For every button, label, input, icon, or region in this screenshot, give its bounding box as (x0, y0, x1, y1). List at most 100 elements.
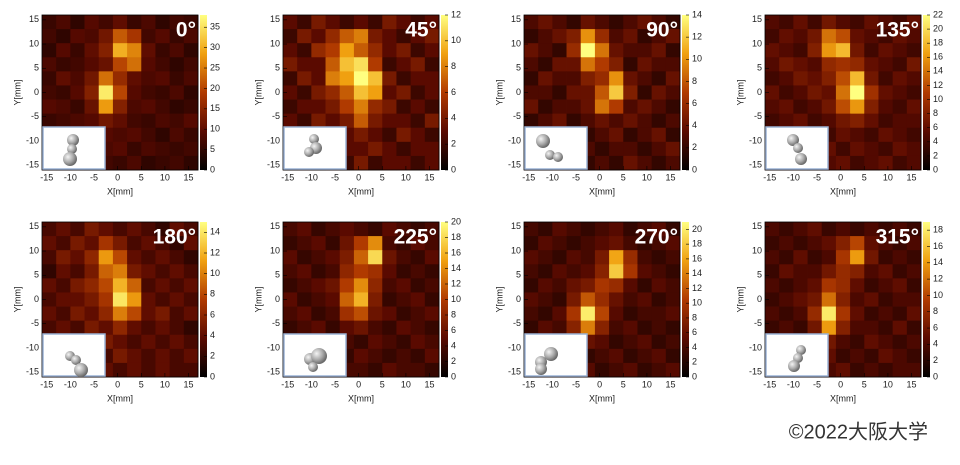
heat-cell (609, 264, 624, 279)
x-axis-label: X[mm] (830, 186, 856, 196)
heat-cell (396, 71, 412, 86)
y-tick-label: 0 (34, 87, 39, 97)
inset-sphere (74, 363, 88, 377)
heat-cell (155, 292, 171, 307)
heat-cell (311, 85, 326, 100)
heat-cell (779, 306, 794, 322)
heat-cell (297, 43, 312, 58)
heat-cell (127, 250, 142, 265)
heat-cell (424, 155, 440, 171)
heat-cell (566, 306, 582, 322)
x-tick-label: -15 (281, 379, 294, 389)
heat-cell (609, 141, 624, 157)
heat-cell (821, 57, 837, 72)
heat-cell (339, 236, 355, 251)
x-tick-label: -15 (522, 172, 535, 182)
heat-cell (552, 306, 567, 322)
y-tick-label: -10 (749, 135, 762, 145)
x-axis-label: X[mm] (107, 186, 133, 196)
heat-cell (42, 15, 57, 30)
heat-cell (127, 320, 142, 336)
x-tick-label: -10 (787, 172, 800, 182)
colorbar-tick-label: 16 (933, 241, 943, 251)
heat-cell (396, 236, 412, 251)
y-tick-label: -5 (754, 111, 762, 121)
heat-cell (906, 348, 922, 364)
heat-cell (864, 292, 879, 307)
heat-cell (538, 292, 553, 307)
heat-cell (169, 43, 185, 58)
heat-cell (835, 264, 851, 279)
heat-cell (396, 141, 412, 157)
heat-cell (98, 306, 114, 322)
heat-cell (793, 292, 808, 307)
colorbar-tick-label: 4 (933, 339, 938, 349)
heat-cell (609, 99, 624, 115)
heat-cell (765, 29, 780, 44)
colorbar-tick-label: 5 (210, 144, 215, 154)
heat-cell (84, 29, 100, 44)
colorbar-tick-label: 2 (692, 142, 697, 152)
heat-cell (637, 57, 653, 72)
heat-cell (396, 155, 412, 171)
heat-cell (850, 29, 865, 44)
heat-cell (906, 57, 922, 72)
heat-cell (580, 292, 596, 307)
heat-cell (183, 85, 199, 100)
heat-cell (382, 362, 397, 378)
y-tick-label: -15 (508, 160, 521, 170)
heat-cell (580, 236, 596, 251)
heat-cell (637, 99, 653, 115)
heat-cell (368, 348, 383, 364)
x-tick-label: 0 (115, 172, 120, 182)
heat-cell (98, 236, 114, 251)
y-tick-label: -5 (272, 111, 280, 121)
heat-cell (835, 57, 851, 72)
colorbar-tick-label: 8 (933, 108, 938, 118)
heat-cell (821, 85, 837, 100)
heat-cell (623, 141, 638, 157)
y-tick-label: 10 (270, 38, 280, 48)
heat-cell (864, 127, 879, 143)
heat-cell (353, 99, 369, 115)
heat-cell (538, 15, 553, 30)
heat-cell (524, 43, 539, 58)
heat-cell (765, 15, 780, 30)
heat-cell (594, 334, 610, 350)
heat-cell (835, 127, 851, 143)
heat-cell (609, 57, 624, 72)
heat-cell (765, 43, 780, 58)
heat-cell (410, 348, 426, 364)
heat-cell (779, 292, 794, 307)
y-tick-label: 0 (516, 87, 521, 97)
heat-cell (906, 292, 922, 307)
heat-cell (368, 43, 383, 58)
heat-cell (84, 236, 100, 251)
heat-cell (141, 99, 156, 115)
heat-cell (779, 15, 794, 30)
heat-cell (566, 278, 582, 293)
heat-cell (353, 320, 369, 336)
heat-cell (396, 264, 412, 279)
heat-cell (311, 250, 326, 265)
heat-cell (112, 15, 128, 30)
heat-cell (353, 292, 369, 307)
heat-cell (878, 113, 894, 129)
heat-cell (127, 222, 142, 237)
heat-cell (368, 278, 383, 293)
heat-cell (609, 15, 624, 30)
heat-cell (623, 362, 638, 378)
heat-cell (396, 57, 412, 72)
heat-cell (637, 113, 653, 129)
panel: -15 -10 -5 0 5 10 15 -15 -10 -5 0 5 10 15 X[mm] Y[mm] 90… (494, 9, 702, 196)
heat-cell (892, 236, 908, 251)
heat-cell (850, 222, 865, 237)
heat-cell (580, 99, 596, 115)
heat-cell (283, 57, 298, 72)
y-tick-label: 5 (516, 63, 521, 73)
heat-cell (835, 85, 851, 100)
x-tick-label: 0 (115, 379, 120, 389)
heat-cell (112, 155, 128, 171)
heat-cell (793, 278, 808, 293)
heat-cell (311, 15, 326, 30)
